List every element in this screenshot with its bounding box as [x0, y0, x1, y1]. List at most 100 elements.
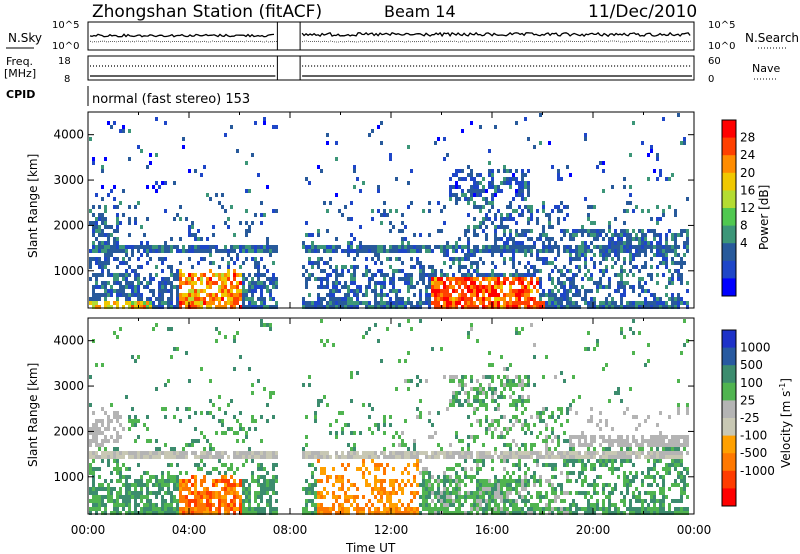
power-cell	[158, 305, 161, 309]
velocity-cell	[329, 511, 332, 515]
velocity-cell	[254, 451, 257, 455]
velocity-cell	[95, 431, 98, 435]
power-cell	[206, 237, 209, 241]
power-cell	[587, 213, 590, 217]
power-cell	[104, 217, 107, 221]
velocity-cell	[551, 483, 554, 487]
velocity-cell	[410, 451, 413, 455]
power-cell	[248, 245, 251, 249]
power-cell	[335, 265, 338, 269]
velocity-cell	[113, 455, 116, 459]
power-cell	[380, 297, 383, 301]
velocity-cell	[602, 483, 605, 487]
velocity-cell	[428, 483, 431, 487]
power-cell	[212, 297, 215, 301]
velocity-cell	[461, 451, 464, 455]
power-cell	[473, 225, 476, 229]
power-cell	[272, 305, 275, 309]
power-cell	[599, 249, 602, 253]
velocity-cell	[476, 511, 479, 515]
velocity-cell	[629, 455, 632, 459]
velocity-cell	[569, 451, 572, 455]
velocity-cell	[485, 507, 488, 511]
power-cell	[662, 213, 665, 217]
velocity-cell	[614, 455, 617, 459]
velocity-cell	[635, 507, 638, 511]
power-cell	[491, 277, 494, 281]
velocity-cell	[218, 507, 221, 511]
power-cell	[209, 301, 212, 305]
power-cell	[668, 269, 671, 273]
power-cell	[236, 245, 239, 249]
power-cell	[629, 257, 632, 261]
power-cell	[503, 229, 506, 233]
power-cell	[680, 273, 683, 277]
power-cell	[239, 281, 242, 285]
velocity-cell	[533, 471, 536, 475]
power-cell	[230, 285, 233, 289]
power-cell	[437, 281, 440, 285]
power-cell	[236, 273, 239, 277]
power-cell	[485, 213, 488, 217]
velocity-cell	[233, 431, 236, 435]
power-cell	[125, 253, 128, 257]
power-cell	[467, 245, 470, 249]
power-cell	[668, 305, 671, 309]
power-cell	[263, 273, 266, 277]
power-cell	[356, 245, 359, 249]
power-cell	[218, 305, 221, 309]
velocity-cell	[185, 503, 188, 507]
velocity-cell	[176, 483, 179, 487]
power-cell	[491, 245, 494, 249]
velocity-cell	[185, 471, 188, 475]
velocity-cell	[455, 483, 458, 487]
power-cell	[398, 289, 401, 293]
power-cell	[512, 293, 515, 297]
power-cell	[371, 289, 374, 293]
velocity-cell	[98, 447, 101, 451]
power-cell	[419, 289, 422, 293]
power-cell	[461, 281, 464, 285]
velocity-cell	[125, 487, 128, 491]
velocity-cell	[317, 455, 320, 459]
velocity-cell	[503, 507, 506, 511]
velocity-cell	[530, 475, 533, 479]
power-cell	[614, 229, 617, 233]
velocity-cell	[494, 495, 497, 499]
velocity-cell	[200, 455, 203, 459]
velocity-cell	[524, 419, 527, 423]
power-cell	[527, 281, 530, 285]
velocity-cell	[344, 467, 347, 471]
power-cell	[638, 305, 641, 309]
power-cell	[239, 289, 242, 293]
power-cell	[242, 301, 245, 305]
velocity-cell	[260, 455, 263, 459]
power-cell	[446, 245, 449, 249]
power-cell	[551, 209, 554, 213]
power-cell	[548, 245, 551, 249]
velocity-cell	[224, 475, 227, 479]
velocity-cell	[530, 447, 533, 451]
velocity-cell	[464, 451, 467, 455]
velocity-cell	[260, 487, 263, 491]
power-cell	[416, 301, 419, 305]
power-cell	[662, 301, 665, 305]
velocity-cell	[260, 319, 263, 323]
velocity-cell	[149, 439, 152, 443]
velocity-cell	[485, 511, 488, 515]
velocity-cell	[461, 379, 464, 383]
velocity-cell	[122, 495, 125, 499]
power-cell	[644, 289, 647, 293]
velocity-cell	[593, 467, 596, 471]
power-cell	[527, 285, 530, 289]
velocity-cell	[182, 447, 185, 451]
power-cell	[617, 249, 620, 253]
velocity-cell	[482, 483, 485, 487]
power-cell	[203, 297, 206, 301]
velocity-cell	[200, 459, 203, 463]
velocity-cell	[203, 507, 206, 511]
velocity-cell	[662, 451, 665, 455]
power-cell	[251, 245, 254, 249]
power-cell	[248, 225, 251, 229]
velocity-cell	[455, 491, 458, 495]
